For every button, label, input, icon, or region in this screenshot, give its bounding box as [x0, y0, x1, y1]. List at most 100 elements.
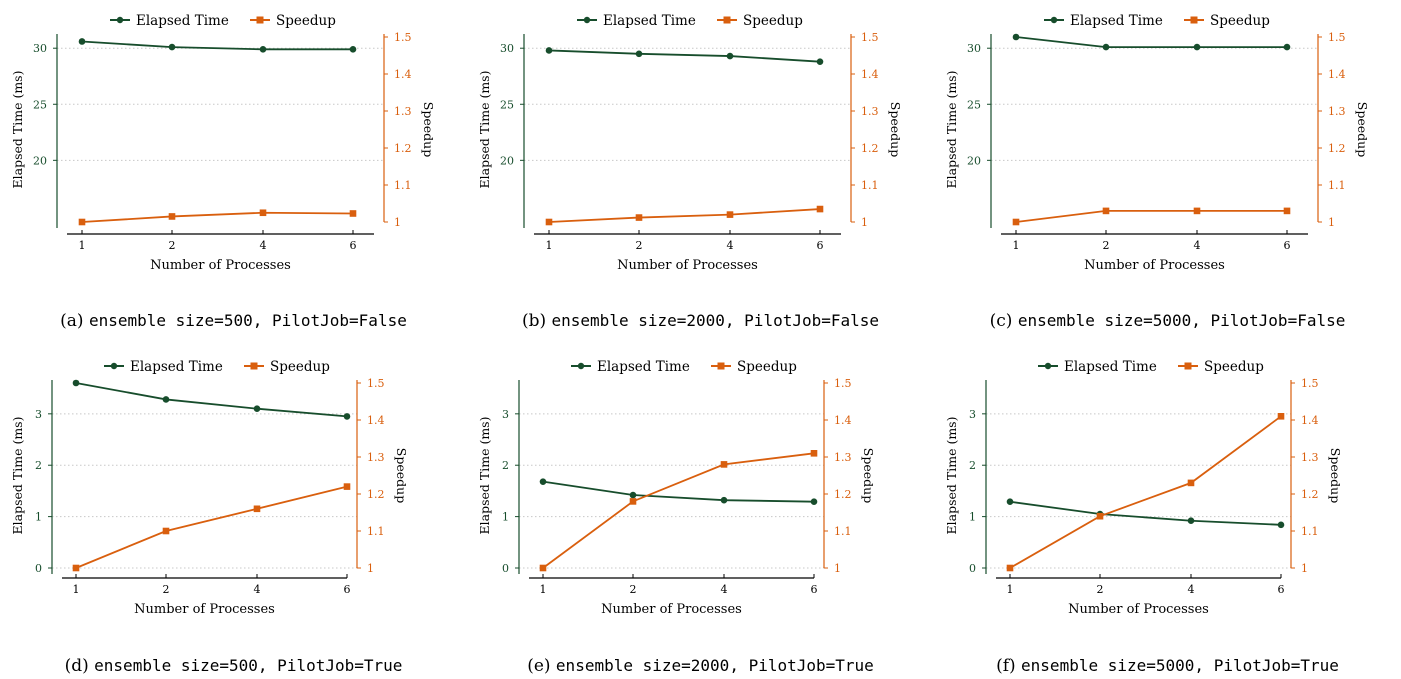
speedup-line	[76, 487, 347, 568]
speedup-point	[817, 206, 824, 213]
legend: Elapsed Time Speedup	[110, 13, 336, 29]
right-tick-label: 1.2	[834, 488, 852, 501]
elapsed-time-point	[260, 46, 267, 53]
speedup-point	[540, 565, 547, 572]
elapsed-time-point	[163, 396, 170, 403]
elapsed-time-point	[1013, 34, 1020, 41]
right-tick-label: 1.2	[861, 142, 879, 155]
right-tick-label: 1.5	[861, 31, 879, 44]
elapsed-time-line	[1016, 37, 1287, 47]
elapsed-time-line	[76, 383, 347, 416]
elapsed-time-point	[540, 478, 547, 485]
x-axis-title: Number of Processes	[150, 258, 291, 273]
elapsed-time-point	[1007, 498, 1014, 505]
right-tick-label: 1.5	[1328, 31, 1346, 44]
right-axis-title: Speedup	[1328, 448, 1343, 503]
x-tick-label: 2	[1103, 239, 1110, 252]
left-tick-label: 1	[502, 511, 509, 524]
speedup-point	[79, 219, 86, 226]
caption-label: (e)	[527, 656, 550, 676]
left-tick-label: 1	[35, 511, 42, 524]
speedup-line	[543, 453, 814, 568]
left-tick-label: 20	[33, 154, 47, 167]
legend-speedup-label: Speedup	[737, 359, 797, 375]
legend-elapsed-marker	[1051, 17, 1057, 23]
x-tick-label: 1	[540, 583, 547, 596]
legend: Elapsed Time Speedup	[1044, 13, 1270, 29]
x-tick-label: 2	[636, 239, 643, 252]
right-tick-label: 1	[1328, 216, 1335, 229]
caption-code: ensemble size=500, PilotJob=False	[89, 311, 407, 330]
right-tick-label: 1.3	[367, 451, 385, 464]
legend-speedup-marker	[1185, 363, 1192, 370]
x-tick-label: 6	[1284, 239, 1291, 252]
speedup-point	[1194, 208, 1201, 215]
x-tick-label: 2	[1097, 583, 1104, 596]
elapsed-time-point	[1103, 44, 1110, 51]
right-tick-label: 1.5	[1301, 377, 1319, 390]
elapsed-time-point	[1284, 44, 1291, 51]
chart-panel-a: Elapsed Time Speedup 20 25 30 Elapsed Time (m…	[0, 0, 467, 339]
elapsed-time-point	[169, 44, 176, 51]
speedup-point	[721, 461, 728, 468]
x-axis-title: Number of Processes	[617, 258, 758, 273]
elapsed-time-point	[1278, 522, 1285, 529]
right-tick-label: 1.2	[1301, 488, 1319, 501]
speedup-point	[1103, 208, 1110, 215]
chart-b: Elapsed Time Speedup 20 25 30 Elapsed Time (m…	[467, 0, 934, 300]
right-tick-label: 1.3	[1301, 451, 1319, 464]
right-tick-label: 1.4	[861, 68, 879, 81]
right-tick-label: 1.1	[1301, 525, 1319, 538]
chart-e: Elapsed Time Speedup 0 1 2 3 Elapsed Time (ms)…	[467, 340, 934, 640]
x-tick-label: 2	[169, 239, 176, 252]
x-tick-label: 4	[721, 583, 728, 596]
caption-code: ensemble size=2000, PilotJob=True	[556, 656, 874, 675]
right-axis-title: Speedup	[1355, 102, 1370, 157]
caption-code: ensemble size=5000, PilotJob=True	[1021, 656, 1339, 675]
caption-code: ensemble size=5000, PilotJob=False	[1018, 311, 1346, 330]
legend-elapsed-marker	[117, 17, 123, 23]
elapsed-time-point	[344, 413, 351, 420]
elapsed-time-point	[1194, 44, 1201, 51]
left-tick-label: 20	[500, 154, 514, 167]
chart-panel-b: Elapsed Time Speedup 20 25 30 Elapsed Time (m…	[467, 0, 934, 339]
legend-speedup-marker	[1191, 17, 1198, 24]
right-tick-label: 1.1	[367, 525, 385, 538]
left-tick-label: 1	[969, 511, 976, 524]
left-tick-label: 0	[969, 562, 976, 575]
speedup-point	[630, 498, 637, 505]
legend-elapsed-label: Elapsed Time	[597, 359, 690, 375]
chart-panel-f: Elapsed Time Speedup 0 1 2 3 Elapsed Time (ms)…	[934, 340, 1401, 679]
caption-label: (d)	[65, 656, 89, 676]
right-tick-label: 1.4	[834, 414, 852, 427]
right-tick-label: 1	[394, 216, 401, 229]
legend-speedup-label: Speedup	[276, 13, 336, 29]
left-axis-title: Elapsed Time (ms)	[944, 417, 959, 535]
left-tick-label: 3	[502, 408, 509, 421]
legend-elapsed-marker	[584, 17, 590, 23]
right-tick-label: 1.3	[394, 105, 412, 118]
x-axis-title: Number of Processes	[134, 602, 275, 617]
caption-label: (f)	[996, 656, 1016, 676]
x-tick-label: 1	[1007, 583, 1014, 596]
speedup-point	[350, 210, 357, 217]
caption-b: (b) ensemble size=2000, PilotJob=False	[467, 311, 934, 331]
speedup-point	[811, 450, 818, 457]
elapsed-time-point	[73, 380, 80, 387]
elapsed-time-line	[543, 482, 814, 502]
x-tick-label: 6	[1278, 583, 1285, 596]
legend: Elapsed Time Speedup	[104, 359, 330, 375]
caption-label: (c)	[990, 311, 1013, 331]
x-tick-label: 2	[630, 583, 637, 596]
elapsed-time-point	[1188, 517, 1195, 524]
elapsed-time-point	[817, 58, 824, 65]
x-tick-label: 1	[79, 239, 86, 252]
right-tick-label: 1.3	[834, 451, 852, 464]
legend-elapsed-marker	[111, 363, 117, 369]
left-tick-label: 20	[967, 154, 981, 167]
left-tick-label: 25	[33, 98, 47, 111]
legend-elapsed-marker	[1045, 363, 1051, 369]
elapsed-time-point	[79, 38, 86, 45]
left-tick-label: 2	[35, 459, 42, 472]
right-tick-label: 1.1	[861, 179, 879, 192]
